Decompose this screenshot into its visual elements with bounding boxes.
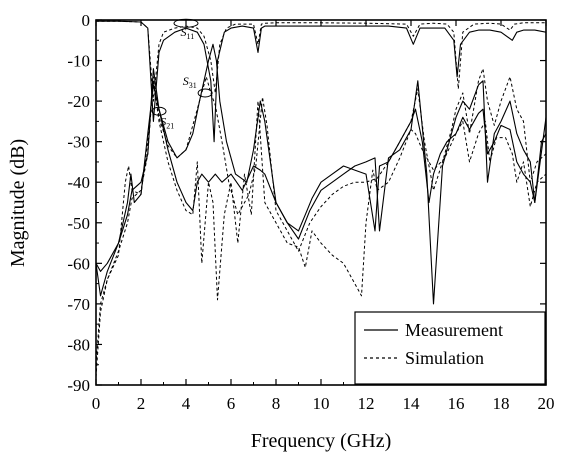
legend: Measurement Simulation xyxy=(354,311,546,385)
y-tick-label: -70 xyxy=(67,295,90,314)
legend-label-simulation: Simulation xyxy=(405,348,484,368)
annotation-marker-s11 xyxy=(173,18,199,28)
series-line-s11-measurement xyxy=(96,20,546,143)
y-tick-label: -90 xyxy=(67,376,90,395)
x-tick-label: 20 xyxy=(538,394,555,413)
y-tick-label: -30 xyxy=(67,133,90,152)
x-axis-title: Frequency (GHz) xyxy=(251,430,392,452)
x-tick-label: 18 xyxy=(493,394,510,413)
y-tick-label: -80 xyxy=(67,335,90,354)
x-axis: 0 2 4 6 8 10 12 14 16 18 20 xyxy=(92,20,555,413)
x-tick-label: 0 xyxy=(92,394,101,413)
series-line-s31-measurement xyxy=(96,43,546,305)
annotation-marker-s31 xyxy=(197,88,213,98)
y-tick-label: -40 xyxy=(67,173,90,192)
series-layer xyxy=(96,20,546,377)
series-line-s31-simulation xyxy=(96,68,546,377)
y-tick-label: -60 xyxy=(67,254,90,273)
annotations: S11 S31 S21 xyxy=(151,18,213,130)
y-axis: 0 -10 -20 -30 -40 -50 -60 -70 -80 -90 xyxy=(67,11,546,395)
y-tick-label: -20 xyxy=(67,92,90,111)
x-tick-label: 8 xyxy=(272,394,281,413)
x-tick-label: 2 xyxy=(137,394,146,413)
x-tick-label: 14 xyxy=(403,394,421,413)
series-line-s21-simulation xyxy=(96,80,546,365)
y-tick-label: -10 xyxy=(67,52,90,71)
y-axis-title: Magnitude (dB) xyxy=(7,139,29,267)
x-tick-label: 10 xyxy=(313,394,330,413)
series-line-s11-simulation xyxy=(96,20,546,102)
y-tick-label: -50 xyxy=(67,214,90,233)
x-tick-label: 12 xyxy=(358,394,375,413)
annotation-label-s11: S11 xyxy=(181,25,195,41)
annotation-label-s31: S31 xyxy=(183,74,197,90)
legend-label-measurement: Measurement xyxy=(405,320,503,340)
x-tick-label: 6 xyxy=(227,394,236,413)
x-tick-label: 16 xyxy=(448,394,465,413)
annotation-label-s21: S21 xyxy=(160,114,174,130)
legend-box xyxy=(354,311,546,385)
annotation-marker-s21 xyxy=(151,106,167,116)
y-tick-label: 0 xyxy=(82,11,91,30)
x-tick-label: 4 xyxy=(182,394,191,413)
